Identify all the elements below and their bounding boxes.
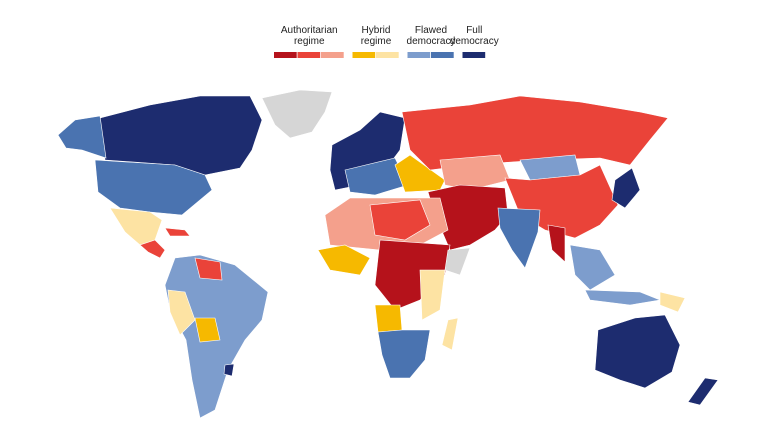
madagascar <box>441 317 459 351</box>
usa <box>94 159 213 216</box>
russia <box>401 95 669 171</box>
indonesia <box>584 289 662 306</box>
caribbean <box>164 227 191 237</box>
central-africa <box>374 239 451 311</box>
peru <box>167 289 196 336</box>
angola <box>374 304 403 333</box>
legend: AuthoritarianregimeHybridregimeFlaweddem… <box>274 25 499 58</box>
kazakhstan <box>439 154 511 191</box>
legend-label: Full <box>466 25 482 36</box>
legend-label: democracy <box>450 36 499 47</box>
bolivia <box>194 317 221 343</box>
india <box>497 207 541 269</box>
mexico <box>109 207 163 246</box>
alaska <box>57 115 107 159</box>
legend-swatch <box>352 52 376 58</box>
legend-swatch <box>321 52 344 58</box>
central-america <box>139 239 166 259</box>
world-map <box>57 89 719 419</box>
horn-of-africa <box>444 247 471 276</box>
australia <box>594 314 681 389</box>
sahel <box>369 199 431 241</box>
legend-swatch <box>407 52 431 58</box>
legend-label: regime <box>294 36 325 47</box>
southeast-asia <box>569 244 616 291</box>
venezuela <box>194 257 223 281</box>
east-africa <box>419 269 446 321</box>
uruguay <box>223 363 235 377</box>
greenland <box>261 89 333 139</box>
west-africa <box>317 244 371 276</box>
legend-label: Authoritarian <box>281 25 338 36</box>
legend-label: regime <box>361 36 392 47</box>
legend-swatch <box>297 52 321 58</box>
balkans-turkey <box>394 154 446 193</box>
legend-label: Hybrid <box>362 25 391 36</box>
myanmar <box>547 224 566 263</box>
new-zealand <box>687 377 719 406</box>
png <box>659 291 686 313</box>
legend-label: Flawed <box>415 25 447 36</box>
legend-swatch <box>274 52 297 58</box>
korea-japan <box>611 167 641 209</box>
southern-africa <box>377 329 431 379</box>
legend-label: democracy <box>407 36 456 47</box>
legend-swatch <box>431 52 454 58</box>
legend-swatch <box>462 52 486 58</box>
southern-europe <box>344 157 409 196</box>
legend-swatch <box>376 52 399 58</box>
